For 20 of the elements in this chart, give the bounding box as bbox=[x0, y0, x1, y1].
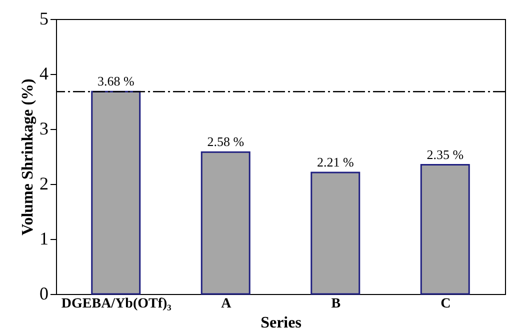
x-axis-title: Series bbox=[260, 314, 302, 332]
bar bbox=[91, 90, 141, 295]
y-tick-label: 2 bbox=[40, 174, 48, 194]
y-tick-label: 1 bbox=[40, 228, 48, 248]
y-tick-label: 0 bbox=[40, 284, 48, 304]
data-label: 3.68 % bbox=[97, 74, 134, 89]
y-tick-label: 5 bbox=[40, 8, 48, 28]
bar bbox=[200, 151, 250, 295]
y-axis-title: Volume Shrinkage (%) bbox=[20, 78, 36, 236]
x-tick-label: C bbox=[440, 296, 451, 312]
x-tick-label: B bbox=[331, 296, 341, 312]
bar bbox=[420, 164, 470, 295]
data-label: 2.35 % bbox=[426, 146, 464, 162]
bar bbox=[310, 172, 360, 295]
x-tick-label: DGEBA/Yb(OTf)₃ bbox=[61, 296, 172, 312]
data-label: 2.58 % bbox=[207, 134, 244, 150]
y-tick-label: 3 bbox=[40, 118, 48, 138]
x-tick-label: A bbox=[221, 296, 232, 312]
data-label: 2.21 % bbox=[316, 154, 354, 170]
y-tick-label: 4 bbox=[40, 64, 48, 84]
